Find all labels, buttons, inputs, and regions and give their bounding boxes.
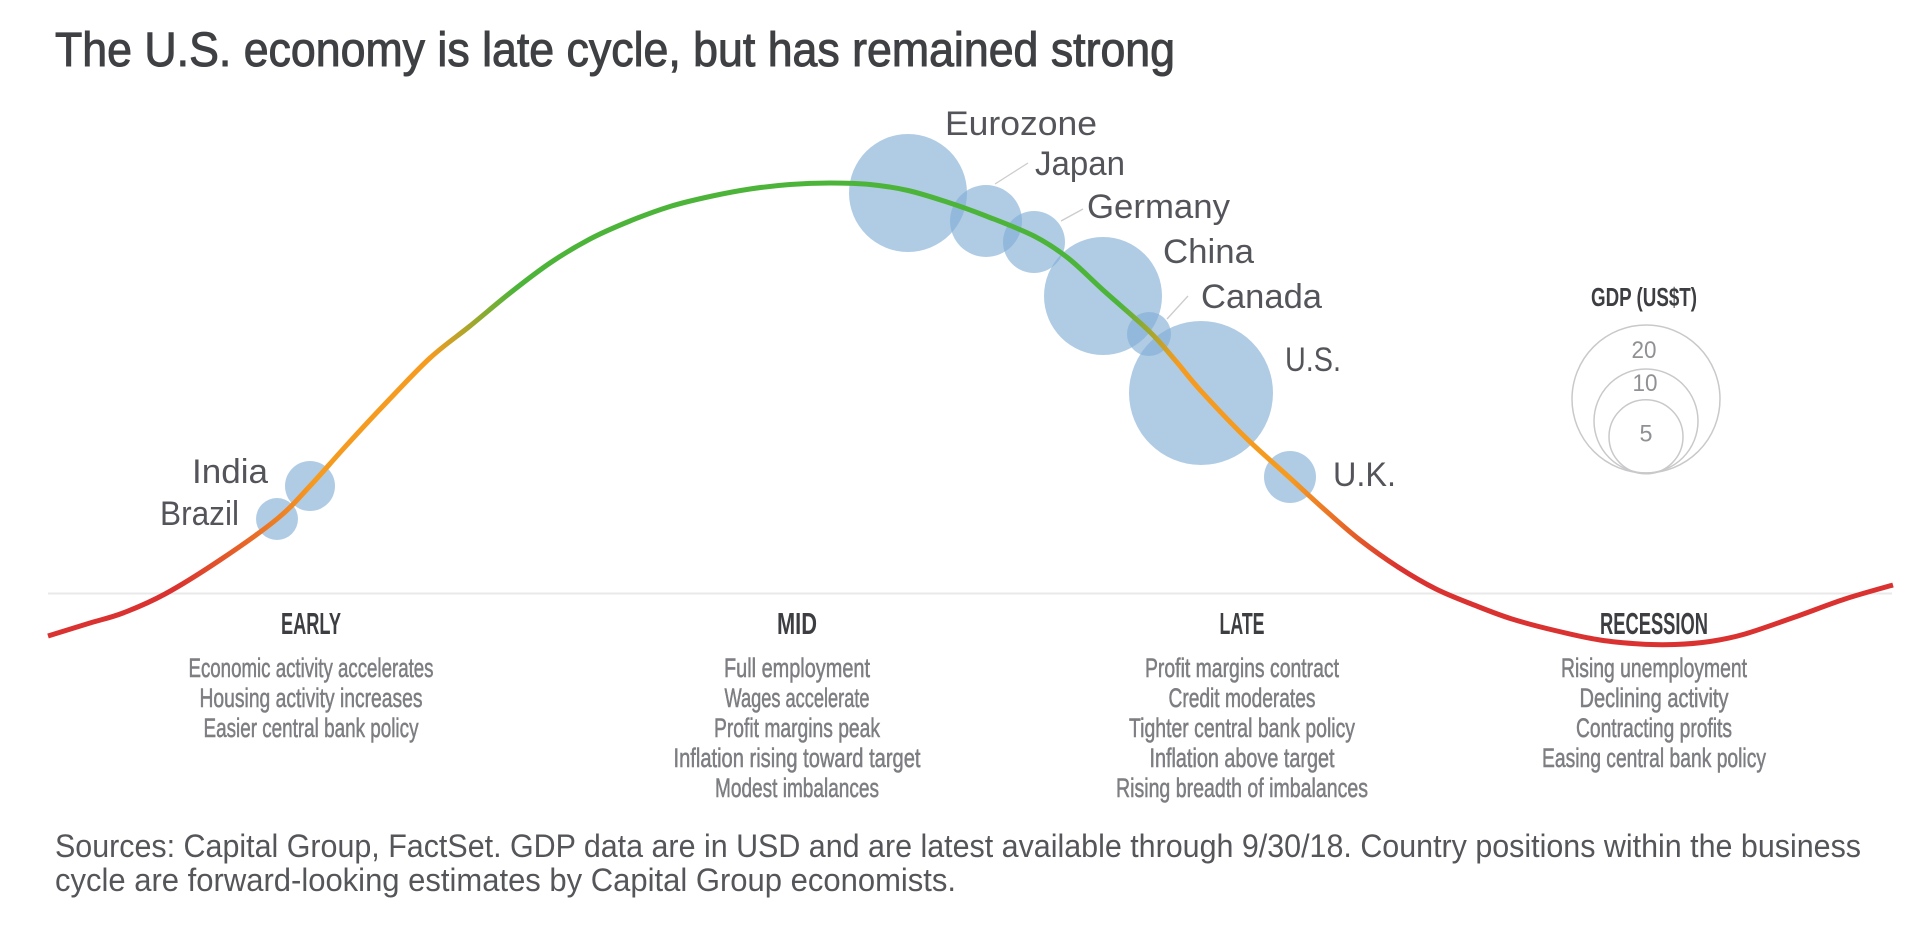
svg-text:Germany: Germany: [1087, 188, 1230, 226]
svg-text:Brazil: Brazil: [160, 495, 239, 533]
svg-text:cycle are forward-looking esti: cycle are forward-looking estimates by C…: [55, 862, 956, 898]
svg-text:Easing central bank policy: Easing central bank policy: [1542, 743, 1766, 773]
svg-text:U.K.: U.K.: [1333, 456, 1396, 494]
svg-text:Sources: Capital Group, FactSe: Sources: Capital Group, FactSet. GDP dat…: [55, 828, 1861, 864]
svg-text:5: 5: [1640, 421, 1653, 448]
svg-text:Credit moderates: Credit moderates: [1169, 683, 1316, 713]
svg-text:India: India: [192, 453, 268, 491]
svg-text:Housing activity increases: Housing activity increases: [200, 683, 423, 713]
svg-text:RECESSION: RECESSION: [1600, 606, 1708, 641]
svg-text:20: 20: [1632, 337, 1657, 364]
svg-text:Full employment: Full employment: [724, 653, 870, 683]
svg-text:Easier central bank policy: Easier central bank policy: [204, 713, 419, 743]
svg-text:U.S.: U.S.: [1285, 341, 1341, 379]
svg-text:Profit margins peak: Profit margins peak: [714, 713, 880, 743]
svg-text:Rising unemployment: Rising unemployment: [1561, 653, 1747, 683]
svg-text:LATE: LATE: [1220, 606, 1265, 641]
svg-text:Declining activity: Declining activity: [1580, 683, 1729, 713]
svg-text:Wages accelerate: Wages accelerate: [725, 683, 870, 713]
svg-text:The U.S. economy is late cycle: The U.S. economy is late cycle, but has …: [55, 24, 1175, 77]
svg-text:Rising breadth of imbalances: Rising breadth of imbalances: [1116, 773, 1368, 803]
svg-text:Inflation above target: Inflation above target: [1150, 743, 1335, 773]
svg-text:Japan: Japan: [1035, 145, 1125, 183]
svg-text:Eurozone: Eurozone: [945, 105, 1097, 143]
svg-text:Economic activity accelerates: Economic activity accelerates: [189, 653, 434, 683]
svg-text:Inflation rising toward target: Inflation rising toward target: [674, 743, 921, 773]
svg-text:GDP (US$T): GDP (US$T): [1591, 282, 1697, 312]
svg-text:China: China: [1163, 233, 1254, 271]
svg-text:Modest imbalances: Modest imbalances: [715, 773, 879, 803]
svg-text:10: 10: [1633, 370, 1658, 397]
svg-text:EARLY: EARLY: [281, 606, 341, 641]
svg-text:Tighter central bank policy: Tighter central bank policy: [1129, 713, 1355, 743]
svg-text:MID: MID: [777, 606, 817, 641]
svg-text:Profit margins contract: Profit margins contract: [1145, 653, 1339, 683]
svg-text:Canada: Canada: [1201, 278, 1322, 316]
svg-text:Contracting profits: Contracting profits: [1576, 713, 1732, 743]
